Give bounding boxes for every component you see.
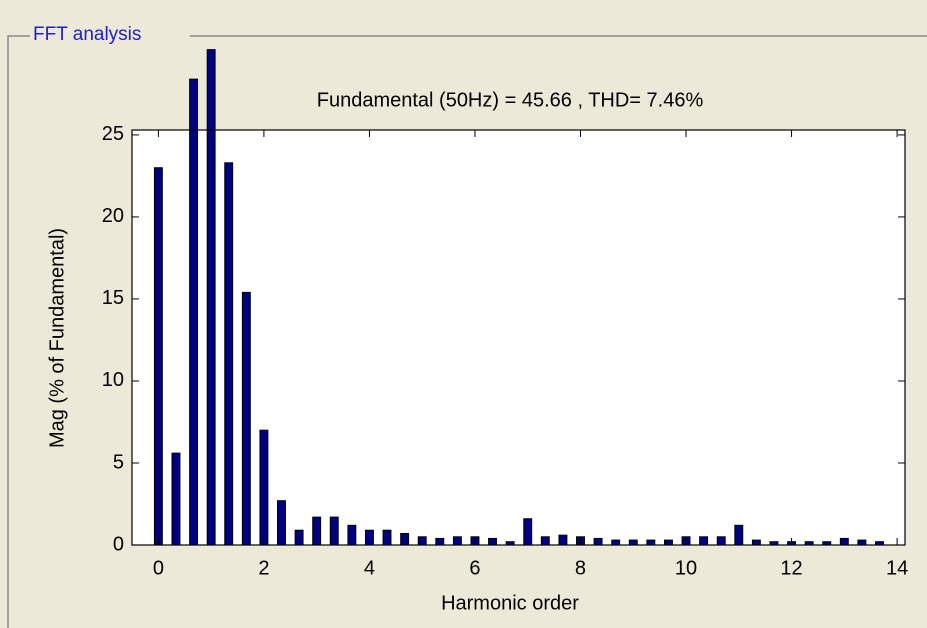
bar [488,537,497,546]
bar [382,529,392,546]
x-tick-label: 6 [469,557,480,579]
axes-box [131,129,906,546]
bar [540,536,550,546]
bar [206,49,216,546]
bar [593,537,603,546]
x-tick-label: 12 [780,557,802,579]
bar [171,452,181,546]
bar [646,539,656,546]
bar [839,537,849,546]
bar [312,516,322,546]
bar [699,536,709,546]
bar [294,529,304,546]
panel-title: FFT analysis [33,24,141,45]
bar [259,429,269,546]
x-tick-label: 0 [153,557,164,579]
y-tick-label: 25 [102,123,124,145]
bar [628,539,638,546]
bar [241,291,251,546]
x-tick-label: 14 [886,557,908,579]
x-tick-label: 10 [675,557,697,579]
bar [224,162,234,546]
panel-border [7,35,30,628]
bar [347,524,357,546]
bar [277,500,286,546]
bar [189,78,199,546]
x-tick-label: 4 [364,557,375,579]
bar [417,536,427,546]
y-tick-label: 0 [113,533,124,555]
x-tick-label: 8 [575,557,586,579]
x-axis-label: Harmonic order [441,592,579,614]
bar [400,533,410,546]
x-tick-label: 2 [258,557,269,579]
bar [663,539,673,546]
bar [751,539,761,546]
y-tick-label: 10 [102,369,124,391]
bar [329,516,339,546]
y-tick-label: 15 [102,287,124,309]
bar [523,518,533,546]
bar [734,524,744,546]
bar [558,534,568,546]
y-tick-label: 5 [113,451,124,473]
bar [452,536,462,546]
y-tick-label: 20 [102,205,124,227]
bar [611,539,621,546]
y-axis-label: Mag (% of Fundamental) [46,228,68,448]
bar [857,539,867,546]
chart-title: Fundamental (50Hz) = 45.66 , THD= 7.46% [317,89,704,111]
bar [153,167,163,546]
bar [435,537,445,546]
bar [716,536,726,546]
